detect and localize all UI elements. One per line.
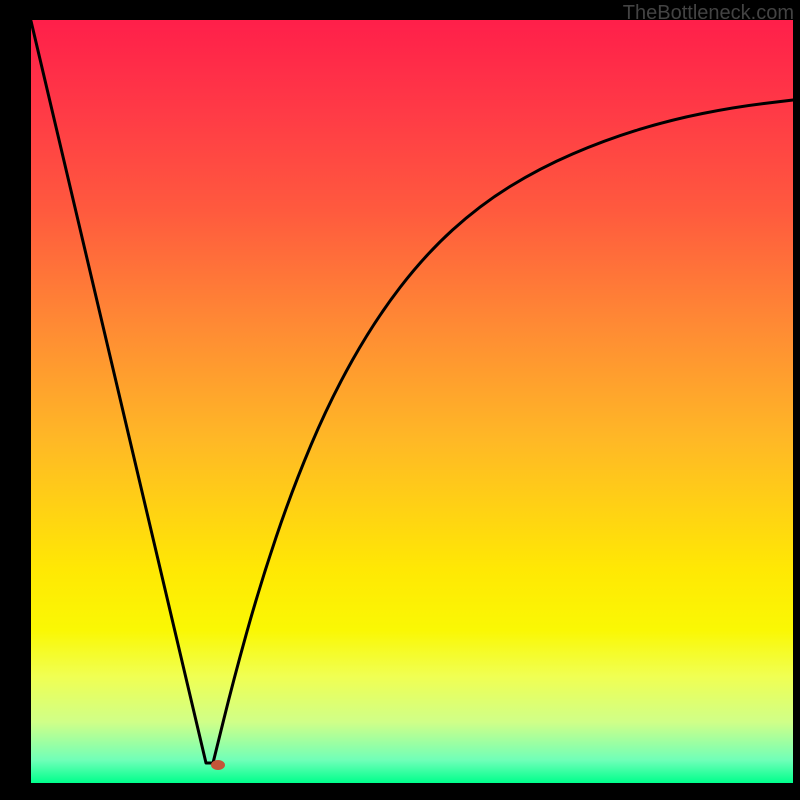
bottleneck-chart-container: TheBottleneck.com [0, 0, 800, 800]
plot-area [31, 20, 793, 783]
optimal-marker [211, 760, 225, 770]
bottleneck-chart-svg [0, 0, 800, 800]
